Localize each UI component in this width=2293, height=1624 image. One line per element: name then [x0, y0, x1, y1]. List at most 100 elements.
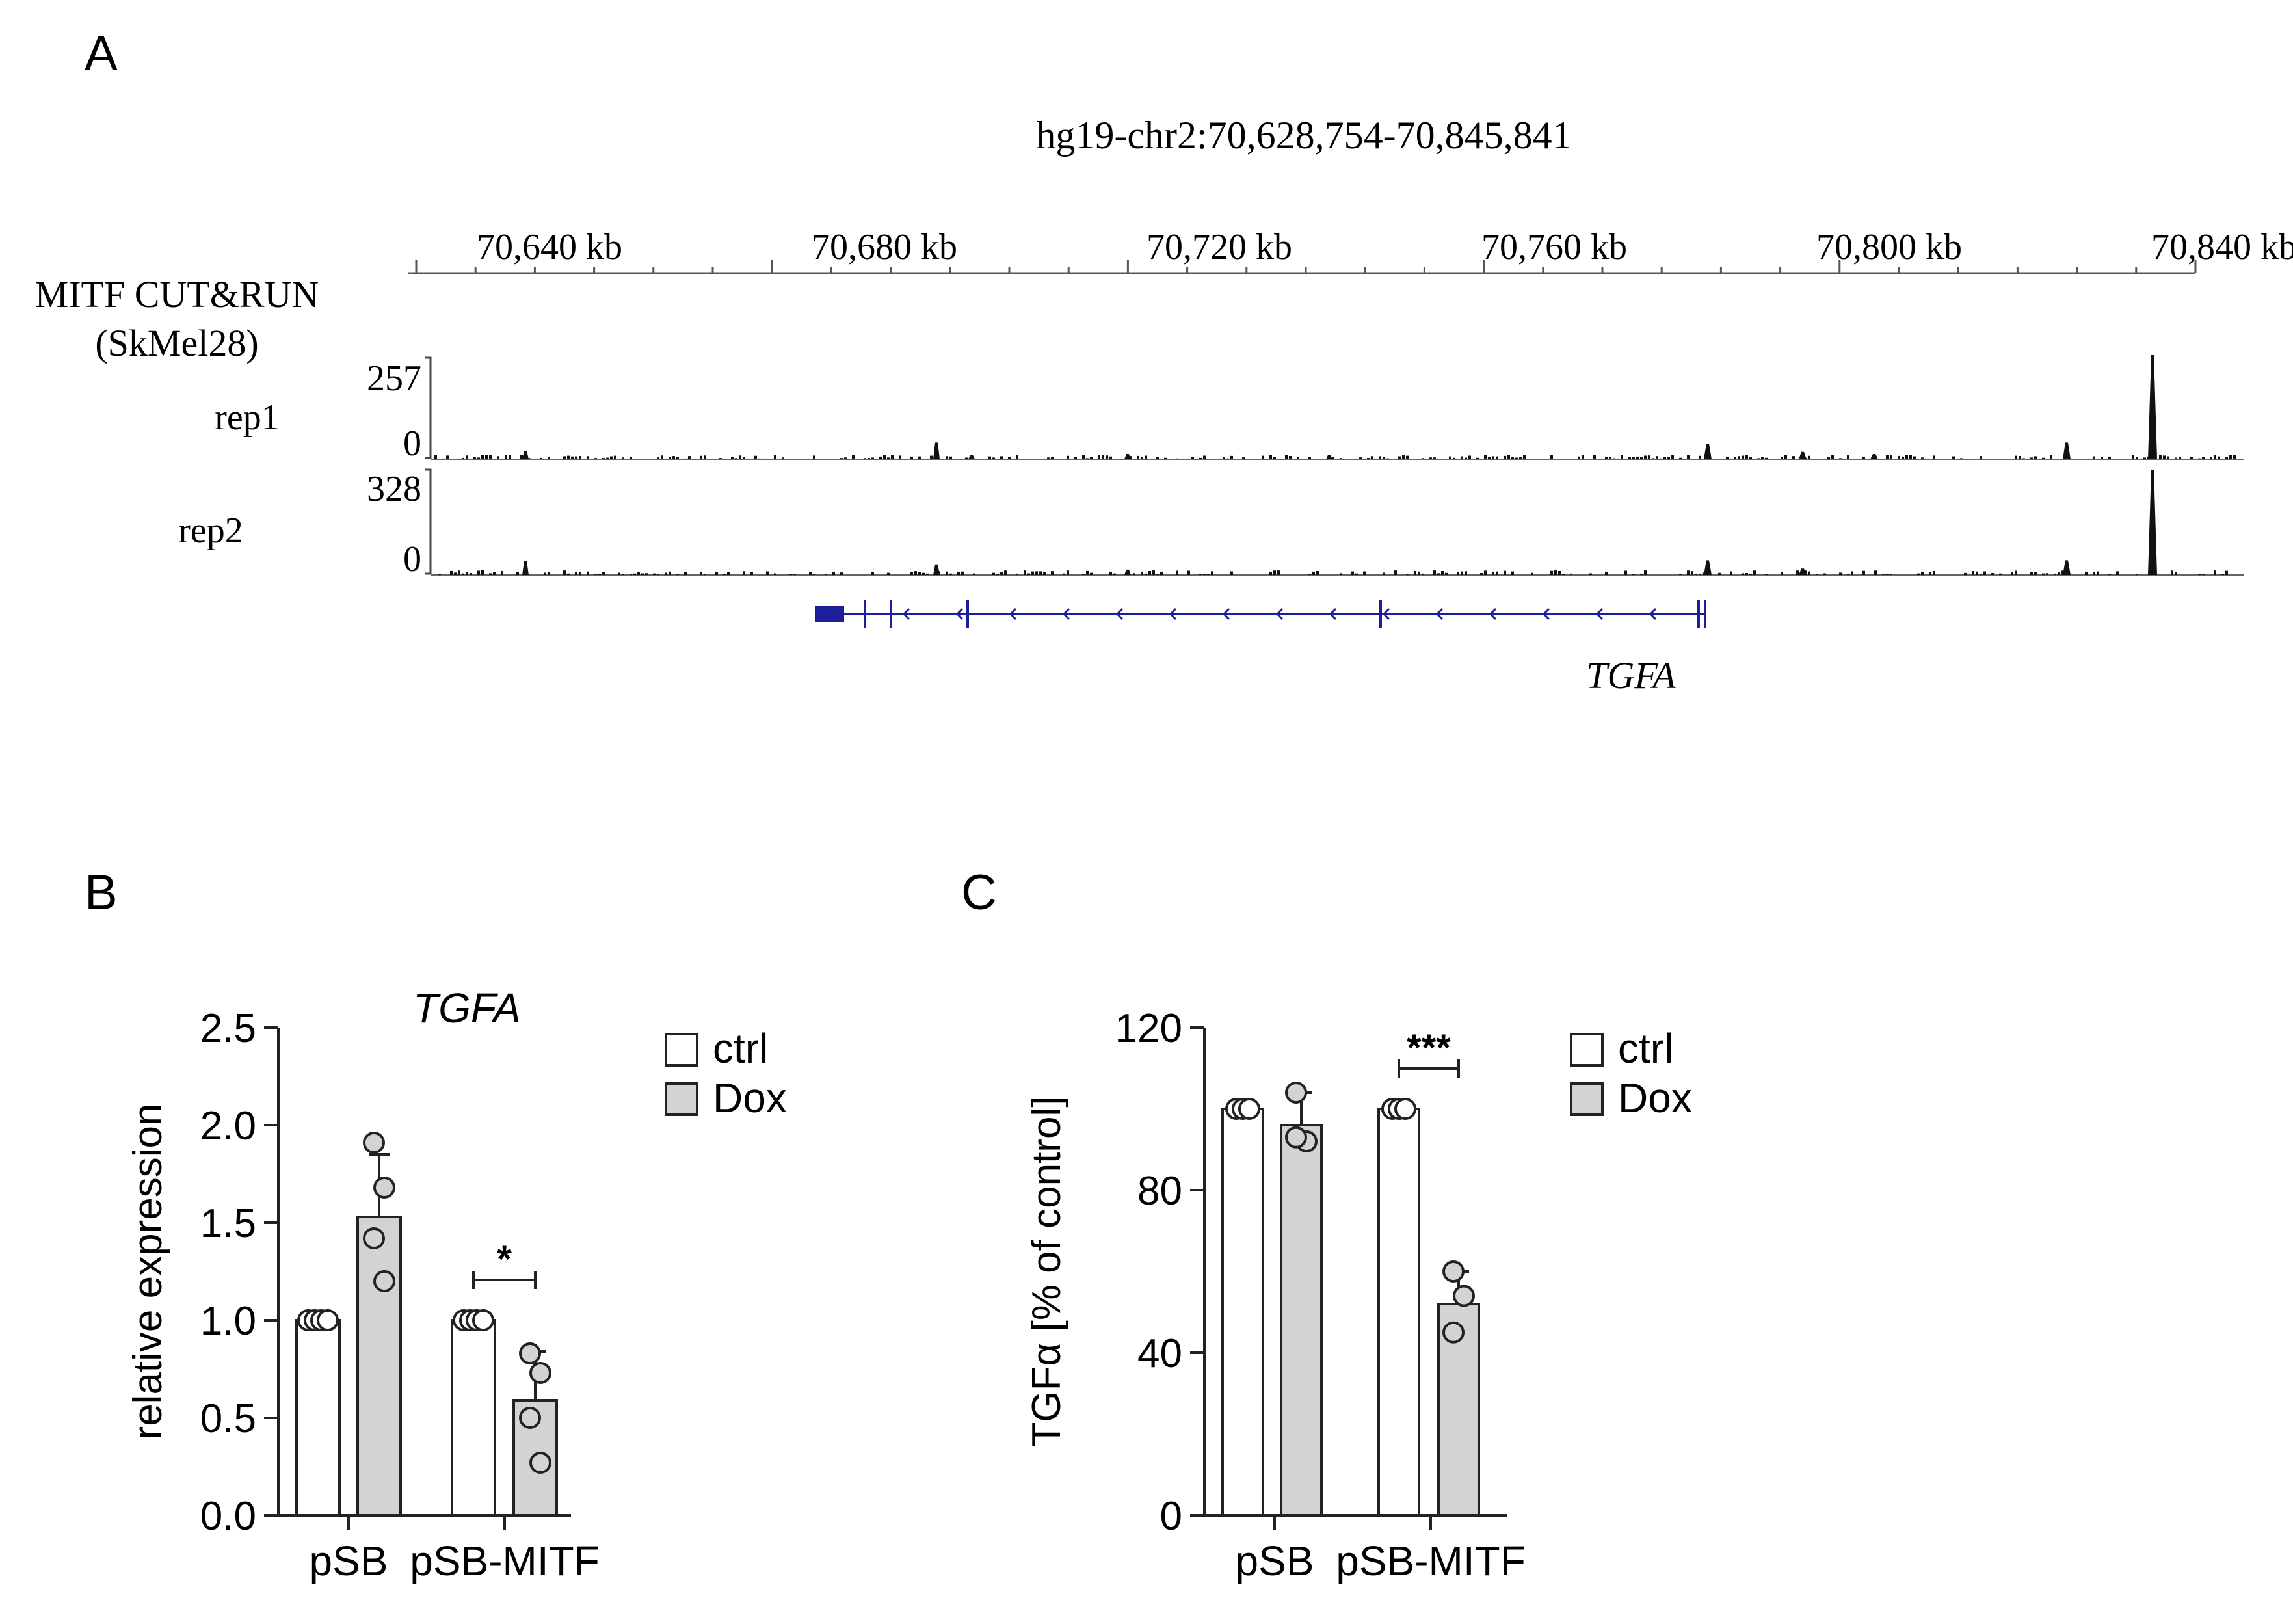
chart-b-y-tick-label: 1.5	[200, 1201, 256, 1246]
chart-c: 0 40 80 120 TGFα [% of control] pSB pSB-MITF **…	[1024, 1006, 1692, 1584]
signal-peak	[522, 561, 529, 575]
chart-c-data-point	[1453, 1285, 1475, 1307]
ruler-label: 70,760 kb	[1481, 227, 1627, 267]
gene-strand-arrow	[902, 607, 910, 620]
track-rep1: rep1 257 0	[215, 355, 2244, 464]
chart-b-data-point	[373, 1270, 395, 1292]
gene-label: TGFA	[1586, 654, 1676, 697]
chart-c-category-label: pSB-MITF	[1336, 1537, 1526, 1584]
chart-b-y-tick-label: 0.5	[200, 1396, 256, 1441]
track-rep2-name: rep2	[178, 511, 243, 551]
panel-a-letter: A	[85, 26, 118, 81]
chart-c-data-point	[1442, 1260, 1465, 1283]
gene-strand-arrow	[1275, 607, 1284, 620]
chart-b-significance: *	[497, 1238, 512, 1281]
signal-peak	[1799, 568, 1807, 575]
chart-c-data-point	[1285, 1082, 1307, 1104]
chart-b-data-point	[529, 1452, 551, 1474]
ruler-label: 70,840 kb	[2151, 227, 2293, 267]
chart-b-data-point	[529, 1362, 551, 1384]
chart-c-data-point	[1394, 1098, 1416, 1120]
chart-c-data-point	[1442, 1321, 1465, 1344]
ruler-label: 70,680 kb	[812, 227, 957, 267]
dataset-label: MITF CUT&RUN	[35, 273, 319, 315]
signal-peak	[1799, 451, 1807, 459]
chart-b-bar	[295, 1319, 341, 1517]
chart-b-data-point	[519, 1407, 541, 1429]
gene-strand-arrow	[1542, 607, 1550, 620]
signal-peak	[522, 451, 529, 459]
chart-c-y-tick-label: 0	[1160, 1494, 1182, 1539]
dataset-sublabel: (SkMel28)	[95, 322, 258, 364]
chart-c-significance: ***	[1407, 1027, 1451, 1069]
track-rep1-scale-max: 257	[367, 358, 421, 399]
chart-b-data-point	[519, 1342, 541, 1364]
track-rep1-signal	[434, 355, 2236, 459]
chart-c-legend-label: Dox	[1618, 1074, 1692, 1121]
signal-peak	[2063, 442, 2071, 459]
gene-strand-arrow	[1169, 607, 1177, 620]
gene-strand-arrow	[1329, 607, 1337, 620]
chart-c-data-point	[1238, 1098, 1260, 1120]
ruler-ticks	[415, 260, 2197, 273]
genome-ruler: 70,640 kb 70,680 kb 70,720 kb 70,760 kb 70,8…	[408, 227, 2293, 274]
gene-strand-arrow	[1009, 607, 1017, 620]
chart-b-y-tick-label: 2.5	[200, 1006, 256, 1051]
chart-c-data-point	[1285, 1126, 1307, 1149]
ruler-label: 70,800 kb	[1816, 227, 1962, 267]
chart-b: 0.0 0.5 1.0 1.5 2.0 2.5 relative expression pSB…	[126, 1006, 787, 1584]
chart-b-data-point	[373, 1177, 395, 1199]
chart-b-legend-label: Dox	[713, 1074, 787, 1121]
ruler-label: 70,720 kb	[1146, 227, 1292, 267]
gene-strand-arrow	[1382, 607, 1390, 620]
chart-b-y-tick-label: 0.0	[200, 1494, 256, 1539]
chart-c-legend-swatch	[1570, 1033, 1604, 1067]
signal-peak	[1704, 444, 1712, 459]
chart-c-y-tick-label: 40	[1137, 1331, 1182, 1376]
gene-utr-block	[815, 606, 844, 622]
chart-c-legend-label: ctrl	[1618, 1025, 1673, 1072]
chart-b-legend-swatch	[665, 1082, 698, 1116]
chart-b-y-label: relative expression	[126, 1104, 170, 1440]
gene-strand-arrow	[1649, 607, 1657, 620]
chart-b-data-point	[317, 1309, 339, 1331]
signal-peak	[1124, 454, 1131, 459]
track-rep2-scale-bracket	[425, 468, 432, 575]
chart-b-bar	[451, 1319, 496, 1517]
panel-b-letter: B	[85, 865, 118, 920]
track-rep2-scale-max: 328	[367, 469, 421, 509]
signal-peak	[2148, 470, 2157, 575]
signal-peak	[1326, 455, 1332, 459]
gene-strand-arrow	[955, 607, 964, 620]
signal-peak	[1704, 560, 1712, 575]
tgfa-gene-model	[815, 600, 1706, 628]
chart-b-title: TGFA	[413, 985, 521, 1032]
gene-strand-arrow	[1222, 607, 1230, 620]
signal-peak	[2148, 355, 2157, 459]
signal-peak	[933, 442, 940, 459]
signal-peak	[933, 564, 940, 575]
signal-peak	[968, 455, 975, 459]
chart-b-category-label: pSB	[310, 1537, 388, 1584]
signal-noise	[438, 570, 2228, 575]
ruler-labels: 70,640 kb 70,680 kb 70,720 kb 70,760 kb 70,8…	[477, 227, 2293, 267]
signal-noise	[434, 455, 2236, 459]
chart-b-data-point	[472, 1309, 494, 1331]
gene-strand-arrow	[1489, 607, 1497, 620]
gene-strand-arrow	[1595, 607, 1604, 620]
signal-peak	[2063, 560, 2071, 575]
chart-b-category-label: pSB-MITF	[410, 1537, 600, 1584]
gene-strand-arrow	[1115, 607, 1124, 620]
signal-peak	[1124, 569, 1131, 575]
chart-c-category-label: pSB	[1236, 1537, 1314, 1584]
track-rep2-scale-min: 0	[403, 539, 421, 579]
track-rep2: rep2 328 0	[178, 468, 2244, 579]
chart-b-data-point	[363, 1227, 385, 1249]
track-rep1-scale-bracket	[425, 356, 432, 459]
chart-c-bar	[1377, 1108, 1420, 1517]
chart-b-bar	[356, 1216, 402, 1517]
chart-b-y-tick-label: 1.0	[200, 1299, 256, 1344]
chart-c-bar	[1221, 1108, 1264, 1517]
ruler-label: 70,640 kb	[477, 227, 622, 267]
panel-c-letter: C	[961, 865, 997, 920]
